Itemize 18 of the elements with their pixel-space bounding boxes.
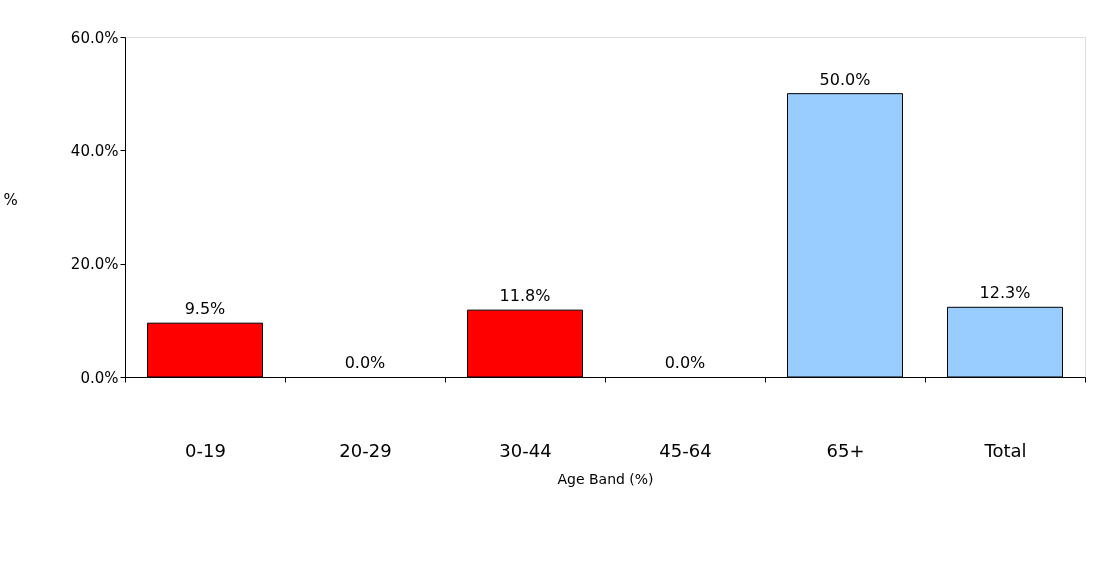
data-label: 11.8%	[499, 286, 551, 306]
y-axis-title: %	[3, 190, 18, 209]
x-tick-label: 0-19	[185, 439, 226, 461]
x-tick-label: Total	[983, 439, 1027, 461]
x-axis-title: Age Band (%)	[557, 470, 654, 487]
y-tick-label: 0.0%	[80, 368, 119, 387]
x-tick-label: 30-44	[499, 439, 552, 461]
data-label: 0.0%	[664, 353, 706, 372]
data-label: 9.5%	[184, 299, 226, 319]
y-tick-label: 40.0%	[70, 141, 119, 160]
y-tick-label: 60.0%	[70, 28, 119, 47]
x-tick-label: 45-64	[659, 439, 712, 461]
x-tick-label: 65+	[826, 439, 865, 461]
data-label: 50.0%	[819, 69, 871, 89]
data-label: 12.3%	[979, 283, 1031, 303]
y-tick-label: 20.0%	[70, 255, 119, 274]
x-tick-label: 20-29	[339, 439, 392, 461]
data-label: 0.0%	[344, 353, 386, 372]
